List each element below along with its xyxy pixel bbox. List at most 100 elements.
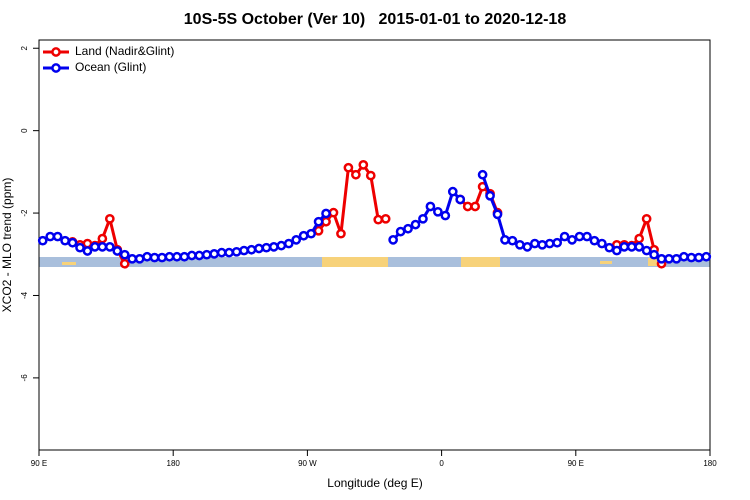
- point: [701, 251, 712, 262]
- point: [641, 213, 652, 224]
- point: [656, 253, 667, 264]
- point: [254, 243, 264, 254]
- point: [194, 250, 205, 261]
- point: [231, 246, 242, 257]
- point: [216, 247, 227, 258]
- point: [60, 235, 70, 246]
- y-tick-label: 2: [20, 45, 29, 50]
- point: [500, 234, 510, 245]
- point: [298, 230, 309, 241]
- point: [641, 245, 652, 256]
- point: [626, 242, 637, 252]
- point: [134, 253, 145, 264]
- point: [537, 239, 548, 250]
- point: [112, 246, 123, 256]
- point: [611, 245, 622, 256]
- point: [671, 253, 682, 264]
- point: [418, 213, 428, 224]
- point: [269, 242, 279, 252]
- x-tick-label: 90 E: [568, 459, 584, 468]
- x-axis-label: Longitude (deg E): [327, 476, 422, 490]
- point: [686, 252, 697, 263]
- point: [358, 160, 369, 170]
- point: [67, 237, 78, 248]
- point: [142, 251, 152, 262]
- point: [82, 238, 93, 249]
- point: [425, 201, 436, 212]
- point: [127, 253, 138, 264]
- point: [604, 242, 615, 253]
- point: [52, 231, 63, 242]
- point: [410, 219, 421, 230]
- point: [380, 213, 391, 224]
- point: [515, 239, 525, 250]
- point: [455, 194, 466, 205]
- point: [97, 242, 108, 252]
- point: [209, 249, 220, 259]
- point: [149, 252, 160, 263]
- point: [559, 231, 570, 242]
- point: [306, 228, 316, 239]
- point: [321, 208, 331, 219]
- point: [343, 162, 354, 173]
- point: [45, 231, 56, 242]
- point: [313, 216, 324, 227]
- point: [567, 234, 577, 245]
- point: [351, 169, 361, 180]
- point: [104, 242, 115, 252]
- point: [90, 242, 100, 252]
- point: [462, 201, 473, 212]
- point: [157, 252, 167, 263]
- chart-title: 10S-5S October (Ver 10) 2015-01-01 to 20…: [184, 11, 567, 28]
- point: [634, 233, 645, 244]
- point: [552, 237, 563, 248]
- point: [507, 235, 518, 246]
- point: [634, 242, 645, 252]
- point: [619, 242, 630, 252]
- point: [433, 206, 443, 217]
- point: [246, 244, 257, 255]
- x-tick-label: 0: [439, 459, 444, 468]
- legend-marker: [51, 63, 61, 73]
- point: [388, 234, 398, 245]
- point: [291, 234, 302, 245]
- y-tick-label: -6: [20, 374, 29, 382]
- point: [224, 247, 234, 258]
- x-tick-label: 90 E: [31, 459, 47, 468]
- point: [172, 251, 182, 262]
- point: [328, 207, 339, 218]
- x-tick-label: 90 W: [298, 459, 317, 468]
- point: [239, 245, 249, 256]
- point: [447, 186, 458, 197]
- point: [492, 209, 503, 220]
- x-tick-label: 180: [167, 459, 181, 468]
- point: [574, 231, 585, 242]
- series-line: [72, 162, 663, 265]
- point: [403, 223, 413, 234]
- point: [485, 190, 495, 201]
- point: [336, 228, 346, 239]
- point: [276, 240, 287, 251]
- point: [582, 231, 592, 242]
- y-tick-label: -2: [20, 209, 29, 217]
- point: [589, 235, 600, 246]
- point: [544, 238, 555, 249]
- point: [664, 253, 674, 264]
- x-tick-label: 180: [703, 459, 717, 468]
- point: [97, 233, 108, 244]
- point: [470, 201, 480, 212]
- point: [186, 250, 197, 261]
- legend-marker: [51, 47, 61, 57]
- y-axis-label: XCO2 - MLO trend (ppm): [0, 178, 14, 313]
- point: [283, 238, 294, 249]
- point: [649, 249, 659, 260]
- point: [522, 242, 533, 252]
- point: [440, 210, 451, 221]
- point: [104, 213, 115, 224]
- point: [597, 238, 607, 249]
- point: [179, 251, 190, 262]
- point: [321, 216, 331, 227]
- point: [119, 258, 130, 269]
- y-tick-label: -4: [20, 291, 29, 299]
